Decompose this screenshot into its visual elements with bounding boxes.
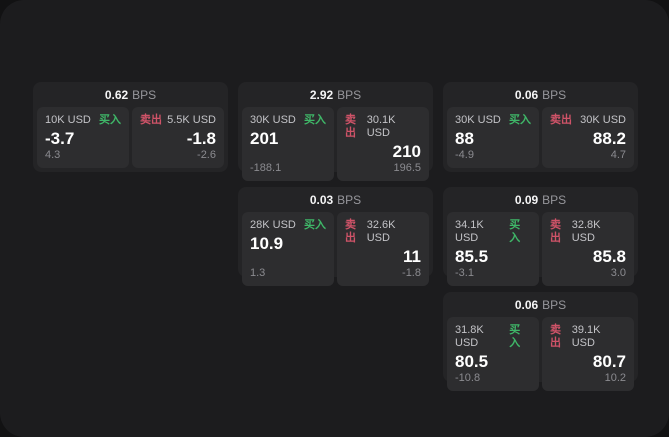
buy-panel[interactable]: 28K USD 买入 10.9 1.3 <box>242 212 334 286</box>
sell-label: 卖出 <box>550 324 561 349</box>
sell-change: 4.7 <box>610 149 626 161</box>
sell-label: 卖出 <box>550 219 561 244</box>
sell-panel[interactable]: 卖出 39.1K USD 80.7 10.2 <box>542 317 634 391</box>
spread-value: 0.06 <box>514 87 539 102</box>
sell-amount: 30K USD <box>580 114 626 126</box>
quote-panels: 30K USD 买入 201 -188.1 卖出 30.1K USD 210 1… <box>238 107 433 185</box>
sell-change: -1.8 <box>402 267 421 279</box>
buy-price: 88 <box>455 129 474 148</box>
spread-header: 2.92 BPS <box>238 82 433 107</box>
spread-unit: BPS <box>542 192 567 207</box>
buy-amount: 30K USD <box>250 114 296 126</box>
sell-amount: 39.1K USD <box>571 324 601 349</box>
spread-header: 0.06 BPS <box>443 82 638 107</box>
spread-value: 0.62 <box>104 87 129 102</box>
quote-panels: 30K USD 买入 88 -4.9 卖出 30K USD 88.2 4.7 <box>443 107 638 172</box>
spread-header: 0.09 BPS <box>443 187 638 212</box>
sell-amount: 32.6K USD <box>366 219 396 244</box>
buy-change: -10.8 <box>455 372 481 384</box>
spread-unit: BPS <box>542 87 567 102</box>
buy-label: 买入 <box>509 219 521 244</box>
spread-unit: BPS <box>542 297 567 312</box>
buy-price: -3.7 <box>45 129 75 148</box>
buy-amount: 31.8K USD <box>455 324 484 349</box>
sell-amount: 30.1K USD <box>366 114 396 139</box>
quote-card: 0.06 BPS 31.8K USD 买入 80.5 -10.8 卖出 39.1… <box>443 292 638 391</box>
buy-change: -4.9 <box>455 149 474 161</box>
buy-amount: 10K USD <box>45 114 91 126</box>
buy-change: -188.1 <box>250 162 282 174</box>
sell-price: 210 <box>392 142 421 161</box>
sell-label: 卖出 <box>345 114 356 139</box>
buy-panel[interactable]: 31.8K USD 买入 80.5 -10.8 <box>447 317 539 391</box>
sell-panel[interactable]: 卖出 32.6K USD 11 -1.8 <box>337 212 429 286</box>
sell-amount: 5.5K USD <box>167 114 216 126</box>
quote-card: 0.62 BPS 10K USD 买入 -3.7 4.3 卖出 5.5K USD… <box>33 82 228 172</box>
sell-panel[interactable]: 卖出 32.8K USD 85.8 3.0 <box>542 212 634 286</box>
buy-panel[interactable]: 34.1K USD 买入 85.5 -3.1 <box>447 212 539 286</box>
sell-label: 卖出 <box>550 114 572 126</box>
buy-price: 85.5 <box>455 247 489 266</box>
quote-card: 0.09 BPS 34.1K USD 买入 85.5 -3.1 卖出 32.8K… <box>443 187 638 286</box>
buy-change: -3.1 <box>455 267 474 279</box>
sell-change: 10.2 <box>604 372 626 384</box>
spread-unit: BPS <box>337 87 362 102</box>
quote-card: 2.92 BPS 30K USD 买入 201 -188.1 卖出 30.1K … <box>238 82 433 181</box>
spread-header: 0.62 BPS <box>33 82 228 107</box>
buy-panel[interactable]: 10K USD 买入 -3.7 4.3 <box>37 107 129 168</box>
sell-label: 卖出 <box>140 114 162 126</box>
sell-panel[interactable]: 卖出 30.1K USD 210 196.5 <box>337 107 429 181</box>
buy-price: 201 <box>250 129 279 148</box>
sell-panel[interactable]: 卖出 30K USD 88.2 4.7 <box>542 107 634 168</box>
spread-value: 0.03 <box>309 192 334 207</box>
spread-value: 0.09 <box>514 192 539 207</box>
buy-amount: 28K USD <box>250 219 296 231</box>
buy-panel[interactable]: 30K USD 买入 201 -188.1 <box>242 107 334 181</box>
spread-value: 0.06 <box>514 297 539 312</box>
quote-panels: 10K USD 买入 -3.7 4.3 卖出 5.5K USD -1.8 -2.… <box>33 107 228 172</box>
buy-amount: 30K USD <box>455 114 501 126</box>
spread-unit: BPS <box>132 87 157 102</box>
quote-card: 0.06 BPS 30K USD 买入 88 -4.9 卖出 30K USD 8… <box>443 82 638 172</box>
buy-amount: 34.1K USD <box>455 219 484 244</box>
quote-panels: 31.8K USD 买入 80.5 -10.8 卖出 39.1K USD 80.… <box>443 317 638 395</box>
sell-price: 85.8 <box>592 247 626 266</box>
buy-label: 买入 <box>304 114 326 126</box>
quote-panels: 34.1K USD 买入 85.5 -3.1 卖出 32.8K USD 85.8… <box>443 212 638 290</box>
buy-price: 80.5 <box>455 352 489 371</box>
sell-change: 196.5 <box>393 162 421 174</box>
sell-price: 80.7 <box>592 352 626 371</box>
sell-price: 11 <box>403 247 421 266</box>
buy-label: 买入 <box>304 219 326 231</box>
buy-change: 1.3 <box>250 267 266 279</box>
buy-change: 4.3 <box>45 149 61 161</box>
buy-label: 买入 <box>99 114 121 126</box>
quote-panels: 28K USD 买入 10.9 1.3 卖出 32.6K USD 11 -1.8 <box>238 212 433 290</box>
buy-label: 买入 <box>509 324 521 349</box>
sell-change: -2.6 <box>197 149 216 161</box>
sell-amount: 32.8K USD <box>571 219 601 244</box>
sell-price: 88.2 <box>592 129 626 148</box>
sell-change: 3.0 <box>610 267 626 279</box>
spread-value: 2.92 <box>309 87 334 102</box>
quote-card: 0.03 BPS 28K USD 买入 10.9 1.3 卖出 32.6K US… <box>238 187 433 286</box>
spread-header: 0.03 BPS <box>238 187 433 212</box>
sell-label: 卖出 <box>345 219 356 244</box>
spread-unit: BPS <box>337 192 362 207</box>
sell-panel[interactable]: 卖出 5.5K USD -1.8 -2.6 <box>132 107 224 168</box>
buy-label: 买入 <box>509 114 531 126</box>
sell-price: -1.8 <box>186 129 216 148</box>
spread-header: 0.06 BPS <box>443 292 638 317</box>
buy-price: 10.9 <box>250 234 284 253</box>
buy-panel[interactable]: 30K USD 买入 88 -4.9 <box>447 107 539 168</box>
